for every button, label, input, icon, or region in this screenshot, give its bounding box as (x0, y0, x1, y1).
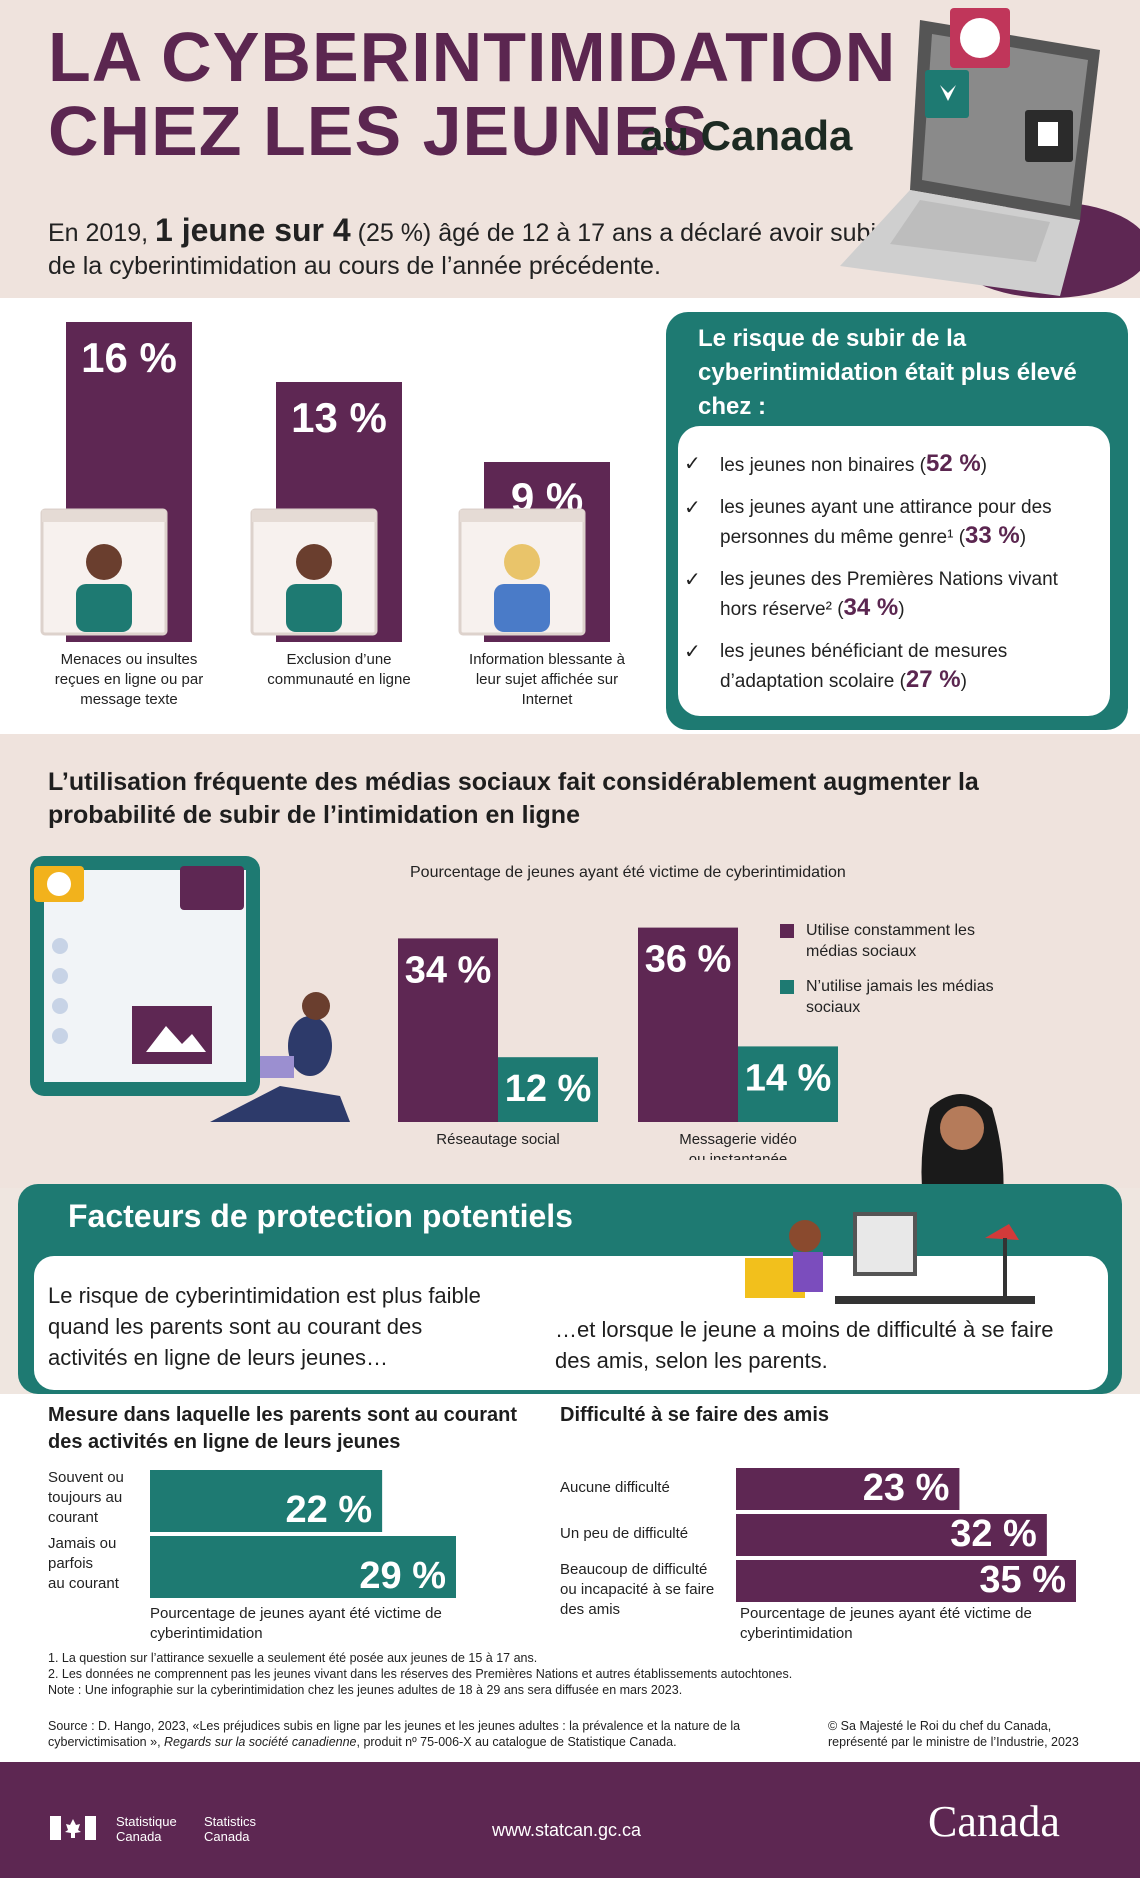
page-title-line2: CHEZ LES JEUNES (48, 92, 709, 170)
bar (398, 938, 498, 1122)
bar-category-label: ou instantanée (689, 1151, 787, 1160)
bar-value-label: 16 % (81, 334, 177, 381)
page-title-suffix: au Canada (640, 112, 853, 159)
bar-category-label: Jamais ou parfois au courant (48, 1535, 119, 1592)
person-head-icon (86, 544, 122, 580)
bar-value-label: 32 % (950, 1513, 1037, 1555)
page-title-line1: LA CYBERINTIMIDATION (48, 18, 897, 96)
footer-url-link[interactable]: www.statcan.gc.ca (492, 1820, 642, 1840)
canada-flag-icon (50, 1816, 96, 1840)
bar (150, 1536, 456, 1598)
source-line2: cybervictimisation », Regards sur la soc… (48, 1735, 677, 1749)
legend-item-never: N’utilise jamais les médias sociaux (780, 976, 1026, 1018)
desk-illustration-icon (745, 1212, 1035, 1304)
bar-value-label: 36 % (645, 939, 732, 981)
chart2-title: Pourcentage de jeunes ayant été victime … (410, 864, 846, 881)
bar-category-label: Information blessante à leur sujet affich… (469, 651, 625, 708)
tablet-illustration-icon (30, 856, 350, 1122)
bar-value-label: 12 % (505, 1068, 592, 1110)
legend-item-constant: Utilise constamment les médias sociaux (780, 920, 1026, 962)
bar-category-label: Souvent ou toujours au courant (48, 1469, 124, 1526)
copyright-line1: © Sa Majesté le Roi du chef du Canada, (828, 1719, 1052, 1733)
chart-forms-of-bullying: 16 %13 %9 % (40, 322, 610, 642)
bar-category-label: Exclusion d’une communauté en ligne (267, 651, 411, 688)
chart4-xlabel: Pourcentage de jeunes ayant été victime … (740, 1605, 1032, 1642)
risk-item: ✓ les jeunes ayant une attirance pour des… (684, 494, 1100, 552)
legend-swatch (780, 980, 794, 994)
footer (0, 1762, 1140, 1878)
bar-category-label: Messagerie vidéo (679, 1131, 797, 1148)
window-titlebar (460, 510, 584, 522)
risk-item: ✓ les jeunes non binaires (52 %) (684, 450, 987, 477)
chart-social-media: 34 % 12 % Réseautage social 36 % 14 % Message… (398, 927, 838, 1160)
risk-item: ✓ les jeunes des Premières Nations vivant… (684, 566, 1100, 624)
check-icon: ✓ (684, 497, 701, 519)
bar-value-label: 22 % (286, 1489, 373, 1531)
bar-value-label: 35 % (979, 1559, 1066, 1601)
bar-category-label: Menaces ou insultes reçues en ligne ou pa… (54, 651, 204, 708)
person-body-icon (494, 584, 550, 632)
bar (150, 1470, 383, 1532)
legend-swatch (780, 924, 794, 938)
risk-panel-title: Le risque de subir de la cyberintimidati… (698, 325, 1077, 420)
bar-value-label: 13 % (291, 394, 387, 441)
person-body-icon (286, 584, 342, 632)
bar-category-label: Un peu de difficulté (560, 1525, 689, 1542)
chart3-xlabel: Pourcentage de jeunes ayant été victime … (150, 1605, 442, 1642)
bar (736, 1468, 960, 1510)
footer-statcan-fr: Statistique Canada (116, 1814, 177, 1844)
intro-text: En 2019, 1 jeune sur 4 (25 %) âgé de 12 … (48, 212, 877, 281)
bar (736, 1560, 1076, 1602)
protection-left-text: Le risque de cyberintimidation est plus … (48, 1283, 481, 1370)
bar (638, 927, 738, 1122)
bar (738, 1046, 838, 1122)
bar-category-label: Réseautage social (436, 1131, 559, 1148)
window-titlebar (42, 510, 166, 522)
social-media-title: L’utilisation fréquente des médias socia… (48, 768, 979, 829)
source-line1: Source : D. Hango, 2023, «Les préjudices… (48, 1719, 741, 1733)
protection-right-text: …et lorsque le jeune a moins de difficul… (555, 1317, 1054, 1373)
chart3-title: Mesure dans laquelle les parents sont au… (48, 1404, 518, 1453)
chart-making-friends: 23 %32 %35 % (736, 1467, 1076, 1602)
person-head-icon (296, 544, 332, 580)
protection-title: Facteurs de protection potentiels (68, 1198, 573, 1234)
copyright-line2: représenté par le ministre de l’Industri… (828, 1735, 1079, 1749)
bar-category-label: Aucune difficulté (560, 1479, 670, 1496)
check-icon: ✓ (684, 453, 701, 475)
footnote-1: 1. La question sur l’attirance sexuelle … (48, 1651, 538, 1665)
bar-value-label: 14 % (745, 1057, 832, 1099)
risk-item: ✓ les jeunes bénéficiant de mesures d’ada… (684, 638, 1100, 696)
bar (498, 1057, 598, 1122)
check-icon: ✓ (684, 641, 701, 663)
bar-value-label: 34 % (405, 949, 492, 991)
person-head-icon (504, 544, 540, 580)
bar-category-label: Beaucoup de difficulté ou incapacité à se… (560, 1561, 715, 1618)
risk-list: ✓ les jeunes non binaires (52 %) ✓ les jeu… (678, 426, 1110, 716)
window-titlebar (252, 510, 376, 522)
footer-statcan-en: Statistics Canada (204, 1814, 257, 1844)
canada-wordmark: Canada (928, 1797, 1060, 1846)
laptop-illustration-icon (840, 8, 1140, 298)
chart-parent-awareness: 22 % 29 % (150, 1470, 456, 1598)
bar-value-label: 23 % (863, 1467, 950, 1509)
bar-value-label: 29 % (359, 1555, 446, 1597)
check-icon: ✓ (684, 569, 701, 591)
chart4-title: Difficulté à se faire des amis (560, 1404, 830, 1426)
bar (736, 1514, 1047, 1556)
footnote-note: Note : Une infographie sur la cyberintim… (48, 1683, 683, 1697)
protection-box (34, 1256, 1108, 1390)
footnote-2: 2. Les données ne comprennent pas les je… (48, 1667, 793, 1681)
person-body-icon (76, 584, 132, 632)
